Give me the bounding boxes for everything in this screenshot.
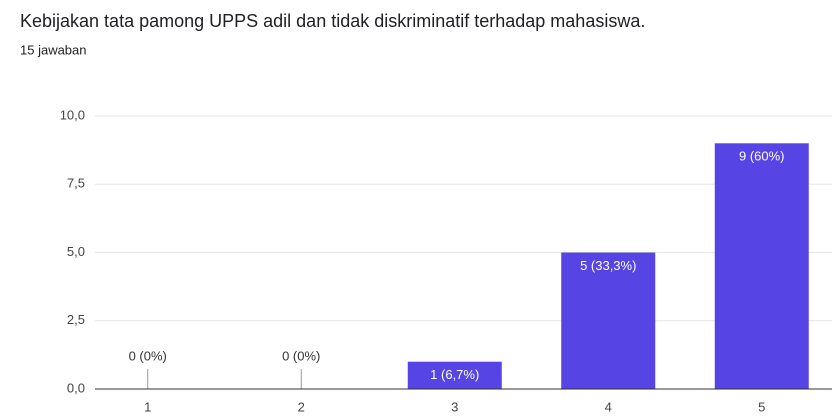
- y-tick-label: 2,5: [67, 312, 85, 327]
- chart-subtitle: 15 jawaban: [20, 42, 87, 57]
- y-tick-label: 5,0: [67, 244, 85, 259]
- value-label: 0 (0%): [282, 348, 320, 363]
- bar: [561, 252, 656, 389]
- chart-title: Kebijakan tata pamong UPPS adil dan tida…: [20, 11, 645, 31]
- bar: [407, 361, 502, 389]
- x-tick-label: 2: [298, 399, 305, 414]
- value-label: 1 (6,7%): [430, 367, 479, 382]
- y-tick-label: 0,0: [67, 380, 85, 395]
- y-tick-label: 7,5: [67, 176, 85, 191]
- x-tick-label: 4: [605, 399, 612, 414]
- value-label: 0 (0%): [129, 348, 167, 363]
- bar: [714, 143, 809, 389]
- x-tick-label: 3: [451, 399, 458, 414]
- x-tick-label: 5: [758, 399, 765, 414]
- y-tick-label: 10,0: [60, 107, 85, 122]
- value-label: 9 (60%): [739, 149, 785, 164]
- x-tick-label: 1: [144, 399, 151, 414]
- value-label: 5 (33,3%): [580, 258, 636, 273]
